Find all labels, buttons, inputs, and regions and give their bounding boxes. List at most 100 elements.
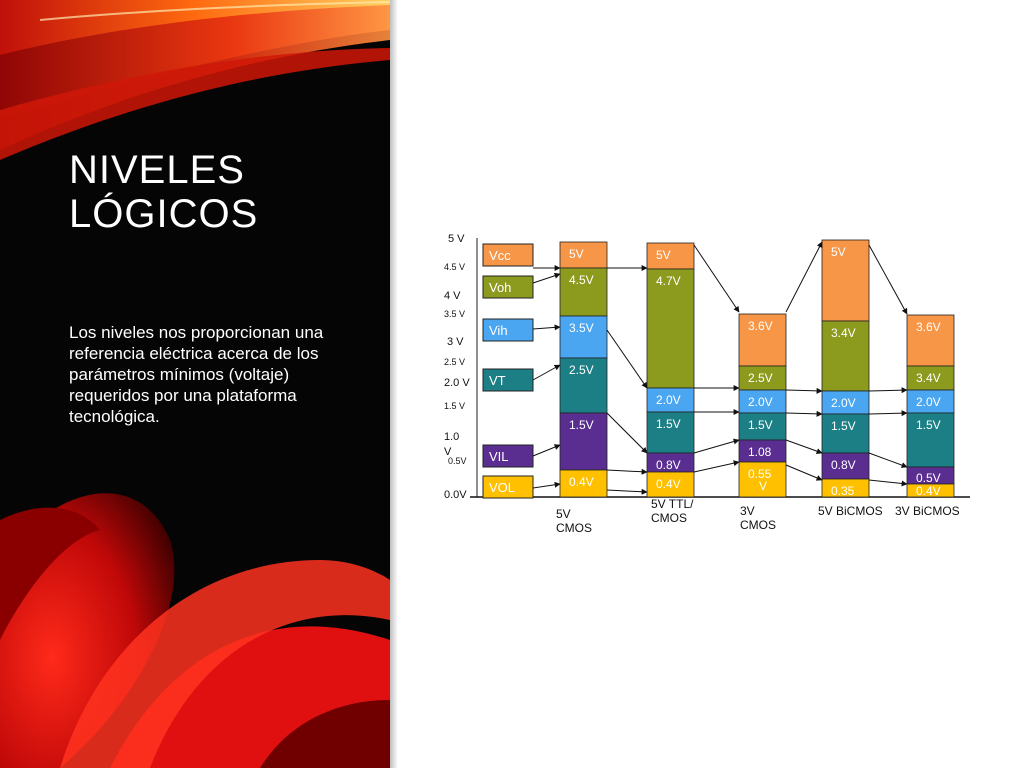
legend-box-vih: [482, 318, 534, 342]
segment-label: 2.0V: [831, 396, 856, 410]
connector-arrow: [532, 481, 561, 489]
segment-label: 0.4V: [916, 484, 941, 498]
segment-label: 3.6V: [748, 319, 773, 333]
connector-arrow: [868, 452, 908, 468]
segment-label: 0.4V: [656, 477, 681, 491]
bar-segment: [646, 242, 695, 270]
legend-label: Voh: [489, 280, 511, 295]
segment-label: 3.6V: [916, 320, 941, 334]
connector-arrow: [693, 460, 740, 473]
axis-label: 4.5 V: [444, 262, 465, 272]
segment-label: 5V: [656, 248, 671, 262]
legend-label: Vcc: [489, 248, 511, 263]
bar-segment: [559, 241, 608, 269]
axis-label: 2.5 V: [444, 357, 465, 367]
connector-arrow: [868, 244, 908, 315]
connector-arrow: [868, 410, 908, 417]
segment-label: 5V: [831, 245, 846, 259]
connector-arrow: [532, 272, 561, 284]
bar-segment: [821, 320, 870, 392]
slide-body-text: Los niveles nos proporcionan una referen…: [69, 323, 324, 426]
column-name: CMOS: [651, 511, 687, 525]
panel-shadow: [390, 0, 398, 768]
connector-arrow: [532, 324, 561, 331]
legend-box-vcc: [482, 243, 534, 267]
segment-label: 3.4V: [831, 326, 856, 340]
segment-label: 0.4V: [569, 475, 594, 489]
axis-label: 0.5V: [448, 456, 467, 466]
connector-arrow: [606, 329, 648, 389]
segment-label: 1.5V: [656, 417, 681, 431]
bar-segment: [646, 471, 695, 498]
axis-label: 5 V: [448, 233, 465, 245]
column-name: 5V: [556, 507, 571, 521]
segment-label: 4.7V: [656, 274, 681, 288]
segment-label: 1.5V: [569, 418, 594, 432]
legend-label: VT: [489, 373, 506, 388]
axis-label: 0.0V: [444, 489, 467, 501]
axis-label: 4 V: [444, 290, 461, 302]
bar-segment: [821, 478, 870, 498]
decorative-swirl-background: [0, 0, 390, 768]
connector-arrow: [532, 444, 561, 457]
segment-label: 2.5V: [748, 371, 773, 385]
slide-title-line-1: NIVELES: [69, 148, 245, 192]
connector-arrow: [868, 479, 908, 487]
column-name: CMOS: [740, 518, 776, 532]
connector-arrow: [785, 439, 823, 454]
column-name: 5V BiCMOS: [818, 504, 883, 518]
connector-arrow: [606, 468, 648, 475]
bar-segment: [821, 239, 870, 322]
column-name: 3V: [740, 504, 755, 518]
bar-segment: [738, 412, 787, 441]
segment-label: 0.8V: [831, 458, 856, 472]
bar-segment: [646, 268, 695, 389]
connector-arrow: [785, 410, 823, 417]
axis-label: 3.5 V: [444, 309, 465, 319]
slide-title-line-2: LÓGICOS: [69, 192, 259, 236]
segment-label: 2.0V: [656, 393, 681, 407]
legend-label: Vih: [489, 323, 508, 338]
axis-label: 1.0: [444, 431, 459, 443]
connector-arrow: [868, 387, 908, 394]
segment-label: 1.5V: [748, 418, 773, 432]
legend-box-voh: [482, 275, 534, 299]
bar-segment: [906, 412, 955, 468]
connector-arrow: [532, 364, 561, 381]
title-panel: NIVELES LÓGICOS Los niveles nos proporci…: [0, 0, 390, 768]
segment-label: V: [759, 479, 767, 493]
connector-arrow: [693, 244, 740, 313]
segment-label: 3.5V: [569, 321, 594, 335]
bar-segment: [559, 412, 608, 471]
segment-label: 2.0V: [748, 395, 773, 409]
segment-label: 5V: [569, 247, 584, 261]
bar-segment: [906, 365, 955, 391]
bar-segment: [738, 365, 787, 391]
connector-arrow: [785, 464, 823, 481]
bar-segment: [738, 313, 787, 367]
segment-label: 0.35: [831, 484, 855, 498]
connector-arrow: [606, 412, 648, 454]
segment-label: 4.5V: [569, 273, 594, 287]
connector-arrow: [785, 241, 823, 313]
bar-segment: [559, 315, 608, 359]
column-name: CMOS: [556, 521, 592, 535]
axis-label: 3 V: [447, 336, 464, 348]
segment-label: 0.8V: [656, 458, 681, 472]
segment-label: 0.55: [748, 467, 772, 481]
axis-label: 1.5 V: [444, 401, 465, 411]
segment-label: 0.5V: [916, 471, 941, 485]
legend-label: VIL: [489, 449, 509, 464]
bar-segment: [646, 387, 695, 413]
slide-title: NIVELES LÓGICOS: [69, 148, 258, 236]
segment-label: 3.4V: [916, 371, 941, 385]
segment-label: 1.5V: [916, 418, 941, 432]
axis-label: 2.0 V: [444, 377, 470, 389]
segment-label: 2.5V: [569, 363, 594, 377]
axis-label: V: [444, 446, 452, 458]
connector-arrow: [606, 488, 648, 495]
bar-segment: [906, 483, 955, 498]
legend-box-vol: [482, 475, 534, 499]
segment-label: 1.08: [748, 445, 772, 459]
